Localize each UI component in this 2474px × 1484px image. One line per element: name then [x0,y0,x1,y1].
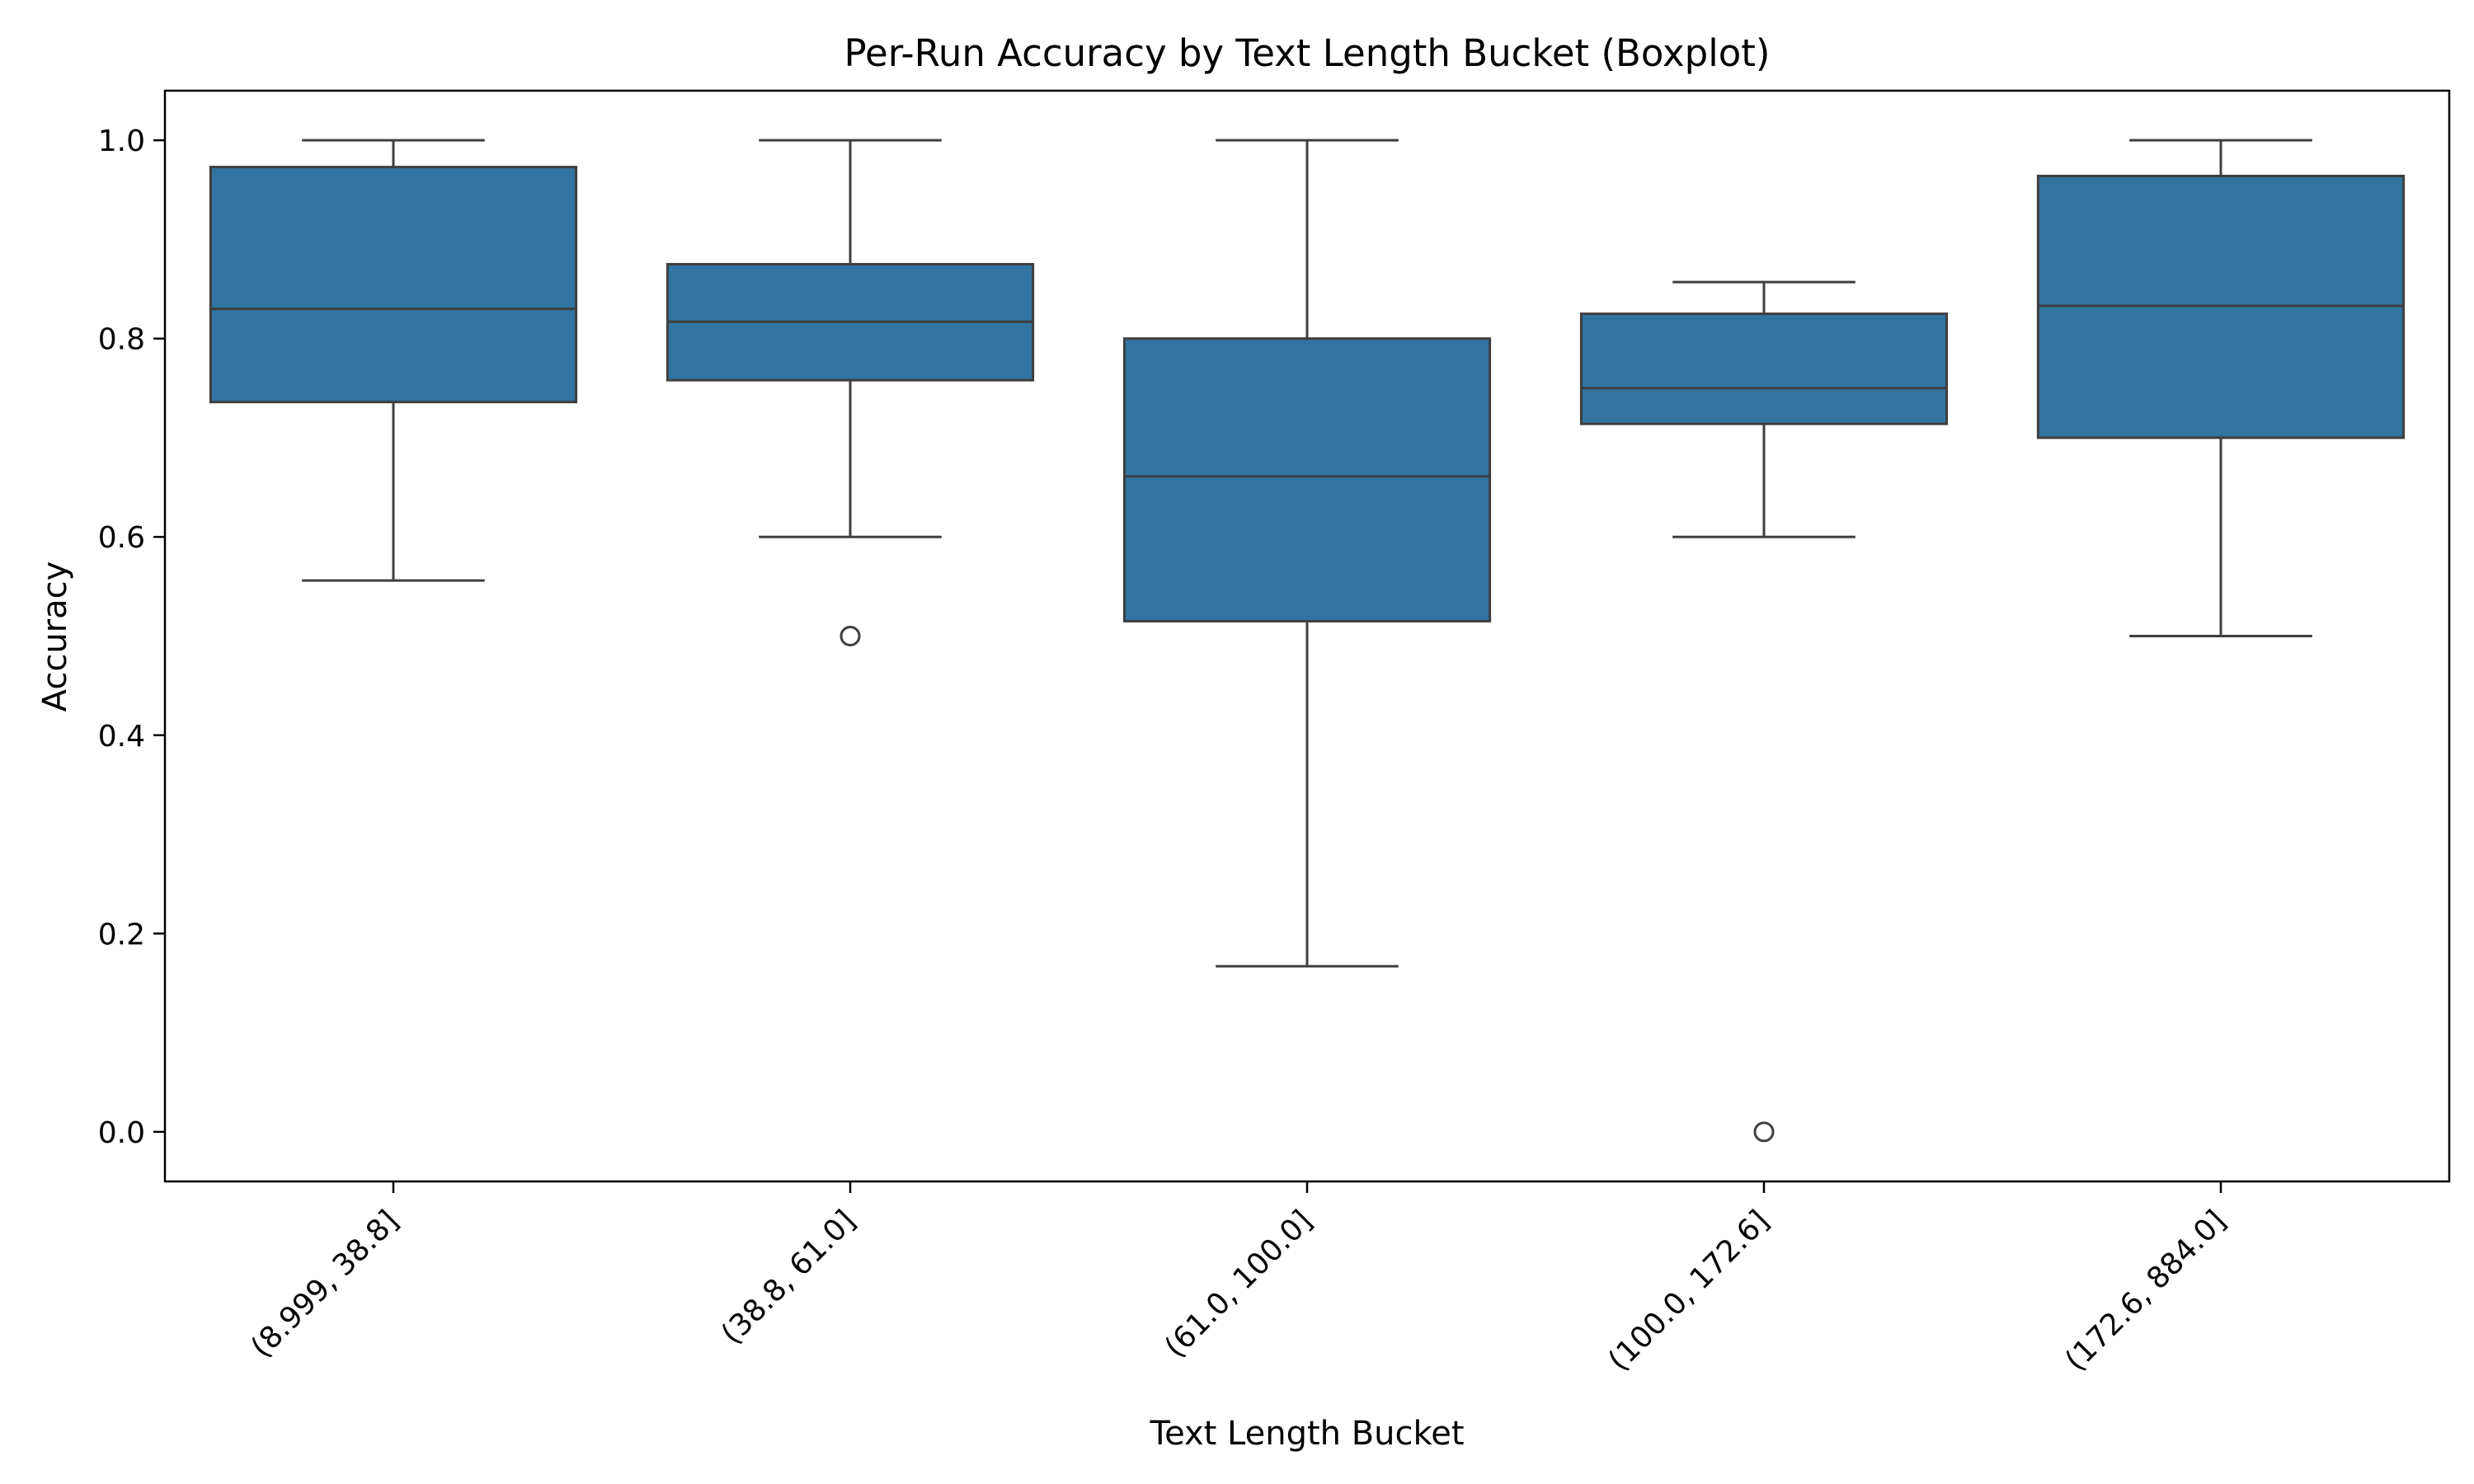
y-tick-label: 0.0 [98,1116,145,1150]
plot-area [209,139,2406,1143]
outlier-point [840,626,861,646]
x-axis-label: Text Length Bucket [1149,1415,1464,1453]
box-group-4 [1579,280,1949,1143]
y-axis-label: Accuracy [36,561,74,712]
box-group-5 [2036,139,2406,637]
box-group-3 [1122,139,1492,968]
y-axis: 0.0 0.2 0.4 0.6 0.8 1.0 [98,124,165,1150]
box-group-2 [666,139,1035,646]
outlier-point [1753,1121,1775,1143]
y-tick-label: 0.2 [98,918,145,951]
iqr-box [209,166,578,404]
chart-title: Per-Run Accuracy by Text Length Bucket (… [844,31,1771,75]
y-tick-label: 0.4 [98,720,145,754]
iqr-box [1579,312,1949,425]
y-tick-label: 0.6 [98,521,145,555]
box-group-1 [209,139,578,582]
y-tick-label: 1.0 [98,124,145,158]
y-tick-label: 0.8 [98,323,145,357]
iqr-box [1122,337,1492,622]
